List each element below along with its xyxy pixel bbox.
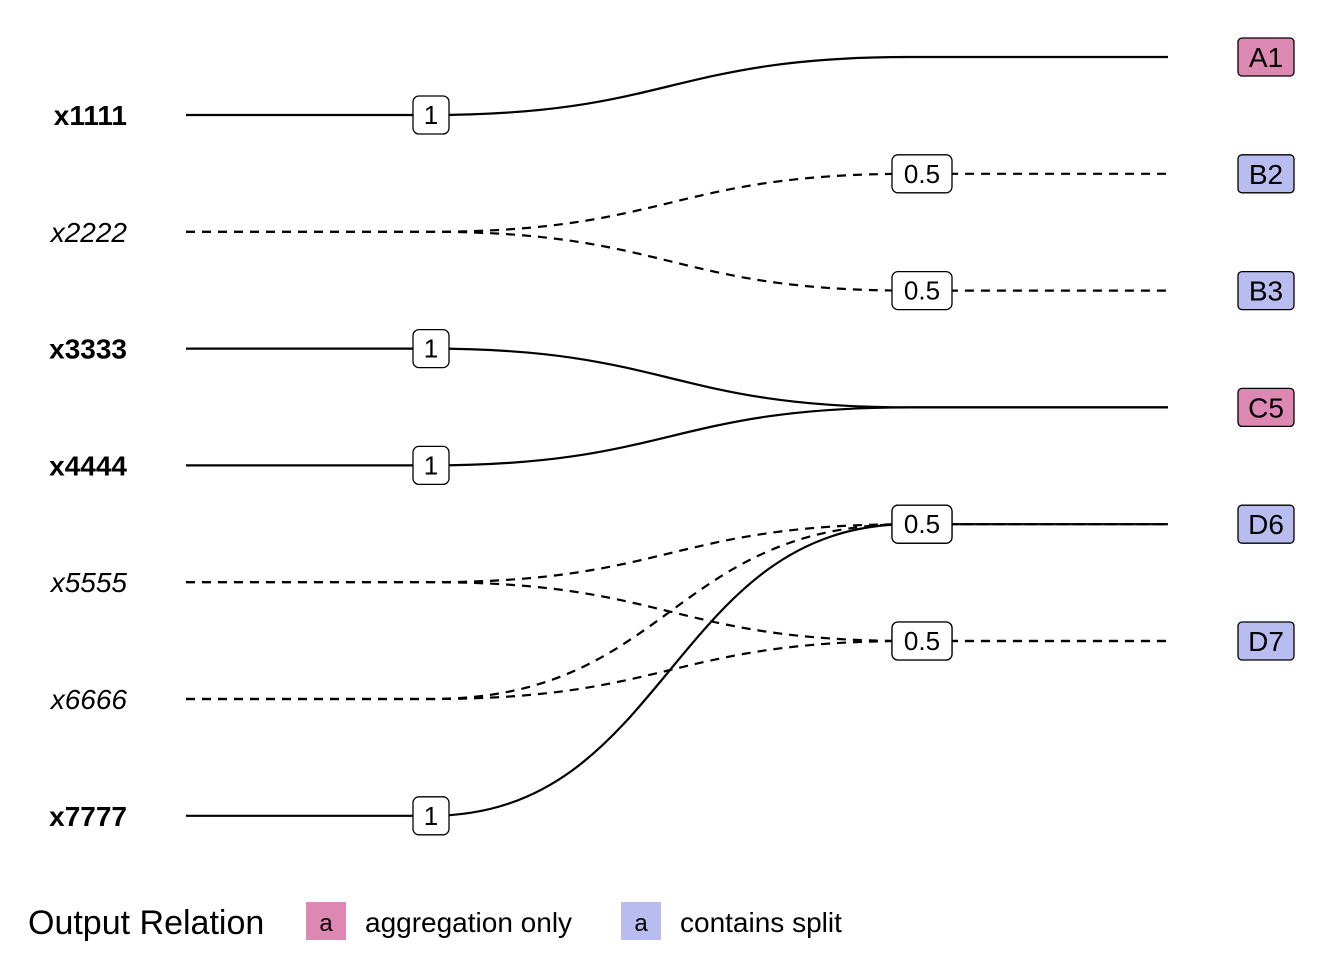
link-x2222-to-b2 — [186, 172, 1168, 233]
weight-label-text: 0.5 — [904, 276, 940, 306]
link-x1111-to-a1 — [186, 55, 1168, 117]
target-label-text: D7 — [1248, 626, 1284, 657]
link-x6666-to-d7 — [186, 639, 1168, 701]
weight-label-box — [891, 504, 953, 544]
weight-label-x2222-b2: 0.5 — [891, 154, 953, 194]
target-label-text: D6 — [1248, 509, 1284, 540]
source-label-x1111: x1111 — [54, 100, 127, 131]
weight-label-box — [412, 796, 450, 836]
weight-label-box — [891, 270, 953, 311]
target-label-a1: A1 — [1237, 37, 1295, 77]
weight-label-x1111-a1: 1 — [412, 95, 450, 135]
weight-label-text: 1 — [424, 334, 438, 364]
weight-label-box — [412, 95, 450, 135]
legend-swatch-text-aggregation: a — [319, 910, 333, 937]
legend: Output Relation a aggregation only a con… — [28, 902, 842, 942]
link-x6666-to-d6 — [186, 523, 1168, 701]
target-label-b2: B2 — [1237, 154, 1295, 194]
legend-label-aggregation: aggregation only — [365, 907, 572, 938]
weight-label-box — [891, 621, 953, 661]
weight-label-text: 0.5 — [904, 626, 940, 656]
link-x4444-to-c5 — [186, 406, 1168, 467]
weight-label-box — [412, 328, 450, 369]
link-x2222-to-b3 — [186, 230, 1168, 292]
target-label-b3: B3 — [1237, 270, 1295, 311]
target-label-box — [1237, 504, 1295, 544]
target-label-c5: C5 — [1237, 387, 1295, 428]
source-label-x2222: x2222 — [49, 217, 128, 248]
weight-label-x4444-c5: 1 — [412, 445, 450, 486]
weight-label-text: 1 — [424, 450, 438, 480]
legend-swatch-aggregation — [306, 902, 346, 940]
weight-label-box — [412, 445, 450, 486]
source-label-x5555: x5555 — [49, 567, 128, 598]
link-x5555-to-d6 — [186, 523, 1168, 584]
legend-swatch-split — [621, 902, 661, 940]
source-label-x6666: x6666 — [49, 684, 128, 715]
weight-label-text: 0.5 — [904, 159, 940, 189]
target-label-box — [1237, 621, 1295, 661]
target-label-box — [1237, 387, 1295, 428]
legend-swatch-text-split: a — [634, 910, 648, 937]
weight-label-text: 0.5 — [904, 509, 940, 539]
weight-label-text: 1 — [424, 801, 438, 831]
weight-label-x2222-b3: 0.5 — [891, 270, 953, 311]
legend-label-split: contains split — [680, 907, 842, 938]
target-label-text: B2 — [1249, 159, 1283, 190]
link-x5555-to-d7 — [186, 581, 1168, 643]
link-x3333-to-c5 — [186, 347, 1168, 409]
target-label-d6: D6 — [1237, 504, 1295, 544]
target-label-box — [1237, 154, 1295, 194]
target-label-box — [1237, 37, 1295, 77]
target-label-text: C5 — [1248, 392, 1284, 423]
source-label-x3333: x3333 — [49, 334, 127, 365]
weight-label-x6666-d6: 0.5 — [891, 504, 953, 544]
source-label-x7777: x7777 — [49, 801, 127, 832]
target-label-d7: D7 — [1237, 621, 1295, 661]
target-label-text: B3 — [1249, 276, 1283, 307]
link-x7777-to-d6 — [186, 523, 1168, 817]
weight-label-x3333-c5: 1 — [412, 328, 450, 369]
weight-label-x6666-d7: 0.5 — [891, 621, 953, 661]
weight-label-text: 1 — [424, 100, 438, 130]
weight-label-x7777-d6: 1 — [412, 796, 450, 836]
target-label-box — [1237, 270, 1295, 311]
weight-label-box — [891, 154, 953, 194]
source-labels: x1111 x2222 x3333 x4444 x5555 x6666 x7777 — [49, 100, 128, 832]
target-labels: A1 B2 B3 C5 D6 D7 — [1237, 37, 1295, 661]
legend-title: Output Relation — [28, 904, 264, 942]
links-layer — [186, 55, 1168, 817]
source-label-x4444: x4444 — [49, 450, 127, 481]
target-label-text: A1 — [1249, 42, 1283, 73]
